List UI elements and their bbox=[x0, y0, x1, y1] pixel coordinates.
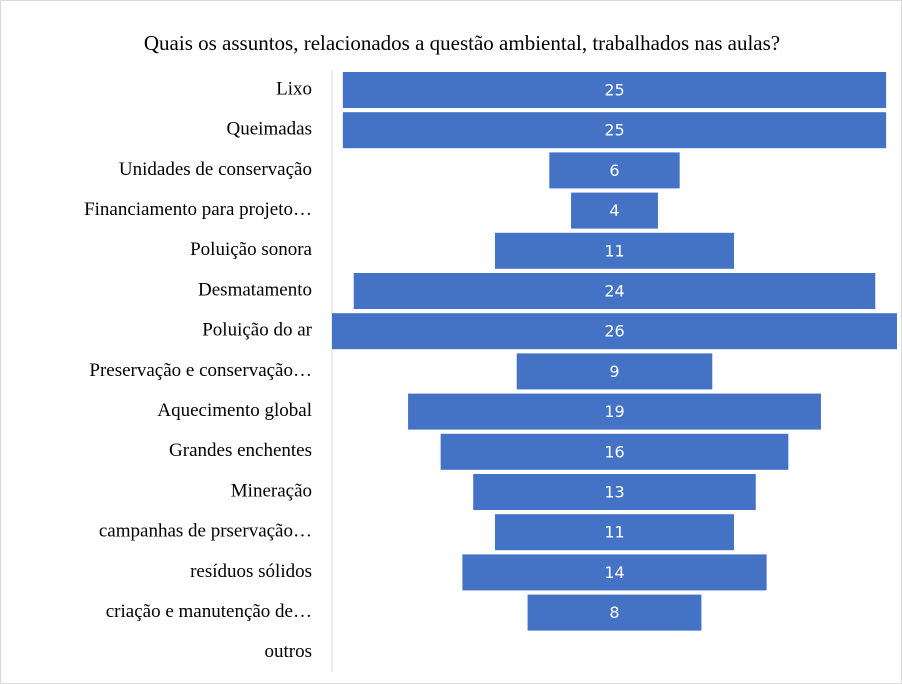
data-label: 14 bbox=[604, 563, 624, 582]
category-label: campanhas de prservação… bbox=[99, 521, 312, 542]
data-label: 4 bbox=[609, 201, 619, 220]
data-label: 19 bbox=[604, 402, 624, 421]
data-label: 26 bbox=[604, 322, 624, 341]
category-label: Mineração bbox=[231, 480, 312, 501]
bar bbox=[353, 273, 876, 309]
data-label: 6 bbox=[609, 161, 619, 180]
category-label: Poluição do ar bbox=[202, 320, 312, 341]
category-label: Desmatamento bbox=[198, 279, 312, 300]
data-label: 24 bbox=[604, 282, 624, 301]
bar bbox=[494, 232, 735, 269]
data-label: 9 bbox=[609, 362, 619, 381]
data-label: 11 bbox=[604, 241, 624, 260]
category-label: Lixo bbox=[276, 78, 312, 99]
data-label: 8 bbox=[609, 603, 619, 622]
data-label: 13 bbox=[604, 483, 624, 502]
category-label: criação e manutenção de… bbox=[106, 601, 312, 622]
category-label: Unidades de conservação bbox=[119, 159, 312, 180]
bar bbox=[408, 393, 821, 430]
category-label: Preservação e conservação… bbox=[89, 360, 312, 381]
data-label: 11 bbox=[604, 523, 624, 542]
bar bbox=[342, 72, 887, 108]
data-label: 25 bbox=[604, 81, 624, 100]
bar bbox=[494, 514, 735, 551]
data-label: 25 bbox=[604, 121, 624, 140]
bar bbox=[462, 554, 767, 591]
bar bbox=[549, 152, 680, 189]
bar bbox=[473, 474, 756, 510]
category-label: Financiamento para projeto… bbox=[84, 199, 312, 220]
bar bbox=[440, 433, 789, 470]
category-label: Aquecimento global bbox=[157, 400, 312, 421]
category-label: outros bbox=[265, 641, 313, 662]
data-label: 16 bbox=[604, 442, 624, 461]
bar bbox=[332, 313, 897, 350]
bar bbox=[527, 594, 702, 631]
category-label: Poluição sonora bbox=[190, 239, 312, 260]
category-label: Grandes enchentes bbox=[169, 440, 312, 461]
bar bbox=[516, 353, 713, 390]
bar bbox=[571, 192, 658, 229]
bar bbox=[342, 112, 887, 149]
category-label: resíduos sólidos bbox=[190, 561, 312, 582]
chart-title: Quais os assuntos, relacionados a questã… bbox=[144, 31, 780, 55]
category-label: Queimadas bbox=[227, 119, 312, 140]
